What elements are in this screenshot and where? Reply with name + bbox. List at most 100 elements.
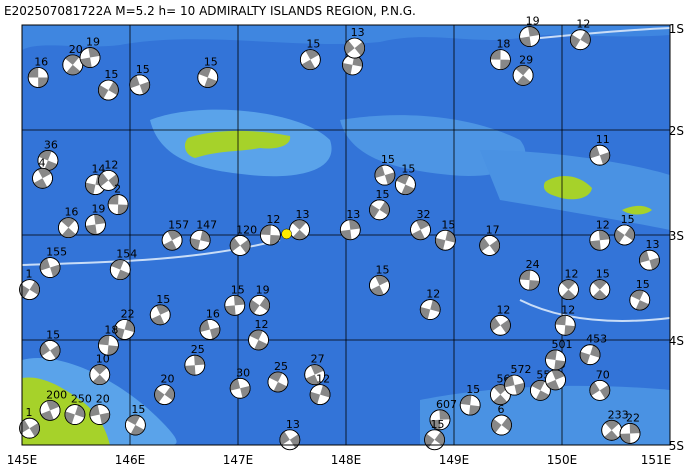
focal-mechanism [558,279,579,301]
depth-label: 1 [26,406,33,419]
focal-mechanism [374,164,396,186]
beachball-outline [558,279,579,301]
compressional-quadrant [126,415,141,426]
compressional-quadrant [531,380,545,391]
compressional-quadrant [620,433,631,444]
compressional-quadrant [375,275,389,286]
focal-mechanism [299,49,321,71]
compressional-quadrant [489,239,500,254]
focal-mechanism [37,150,59,171]
depth-label: 22 [626,411,640,424]
focal-mechanism [410,219,431,241]
beachball-outline [429,409,451,431]
compressional-quadrant [493,384,508,395]
beachball-outline [589,229,611,251]
beachball-outline [304,364,326,386]
beachball-outline [124,414,146,436]
depth-label: 17 [486,224,500,237]
beachball-outline [98,169,119,191]
focal-mechanism [161,229,183,251]
compressional-quadrant [116,269,130,280]
beachball-outline [229,377,251,399]
focal-mechanism [124,414,146,436]
compressional-quadrant [88,47,100,58]
depth-label: 155 [46,246,67,259]
focal-mechanism [344,37,366,59]
depth-label: 15 [441,218,455,231]
compressional-quadrant [310,364,324,375]
focal-mechanism [304,364,326,386]
beachball-outline [410,219,431,241]
compressional-quadrant [570,34,581,49]
map-title: E202507081722A M=5.2 h= 10 ADMIRALTY ISL… [4,4,416,18]
focal-mechanism [149,304,171,326]
focal-mechanism [32,167,53,189]
compressional-quadrant [396,174,410,185]
beachball-outline [519,26,540,47]
depth-label: 15 [375,188,389,201]
depth-label: 501 [552,338,573,351]
beachball-outline [199,319,221,340]
focal-mechanism [19,417,40,439]
beachball-outline [419,299,441,320]
y-tick-label: 3S [669,229,684,243]
compressional-quadrant [504,375,515,388]
focal-mechanism [58,217,79,239]
compressional-quadrant [224,305,236,316]
focal-mechanism [85,214,106,235]
beachball-outline [554,314,576,336]
focal-mechanism [259,224,281,246]
focal-mechanism [530,379,551,401]
compressional-quadrant [301,59,316,70]
focal-mechanism [39,340,61,361]
y-tick-label: 4S [669,334,684,348]
beachball-outline [129,74,151,96]
compressional-quadrant [635,300,649,311]
depth-label: 15 [46,329,60,342]
compressional-quadrant [370,285,384,296]
compressional-quadrant [528,280,540,291]
compressional-quadrant [61,217,76,228]
compressional-quadrant [589,381,600,396]
focal-mechanism [248,329,269,351]
depth-label: 453 [586,333,607,346]
compressional-quadrant [254,340,268,350]
compressional-quadrant [430,299,441,313]
compressional-quadrant [515,65,530,76]
depth-label: 36 [44,138,58,151]
depth-label: 15 [381,153,395,166]
compressional-quadrant [92,374,107,385]
compressional-quadrant [535,390,550,401]
x-tick-label: 149E [439,453,470,467]
depth-label: 15 [636,278,650,291]
depth-label: 70 [596,368,610,381]
beachball-outline [114,319,135,340]
compressional-quadrant [151,314,165,325]
compressional-quadrant [156,304,170,315]
beachball-outline [639,249,660,271]
focal-mechanism [490,314,511,336]
focal-mechanism [614,224,636,246]
depth-label: 13 [645,238,659,251]
beachball-outline [344,37,366,59]
beachball-outline [589,379,611,401]
compressional-quadrant [416,219,430,230]
depth-label: 13 [296,208,310,221]
depth-label: 20 [69,43,83,56]
depth-label: 18 [496,38,510,51]
depth-label: 25 [191,343,205,356]
depth-label: 12 [561,303,575,316]
focal-mechanism [519,269,540,291]
compressional-quadrant [184,365,196,376]
focal-mechanism [639,249,660,271]
beachball-outline [569,29,591,51]
focal-mechanism [589,144,611,166]
focal-mechanism [434,229,456,251]
compressional-quadrant [269,235,281,245]
depth-label: 13 [286,418,300,431]
beachball-outline [39,257,61,278]
compressional-quadrant [61,227,76,238]
compressional-quadrant [349,219,361,230]
compressional-quadrant [551,369,565,380]
compressional-quadrant [130,425,145,436]
